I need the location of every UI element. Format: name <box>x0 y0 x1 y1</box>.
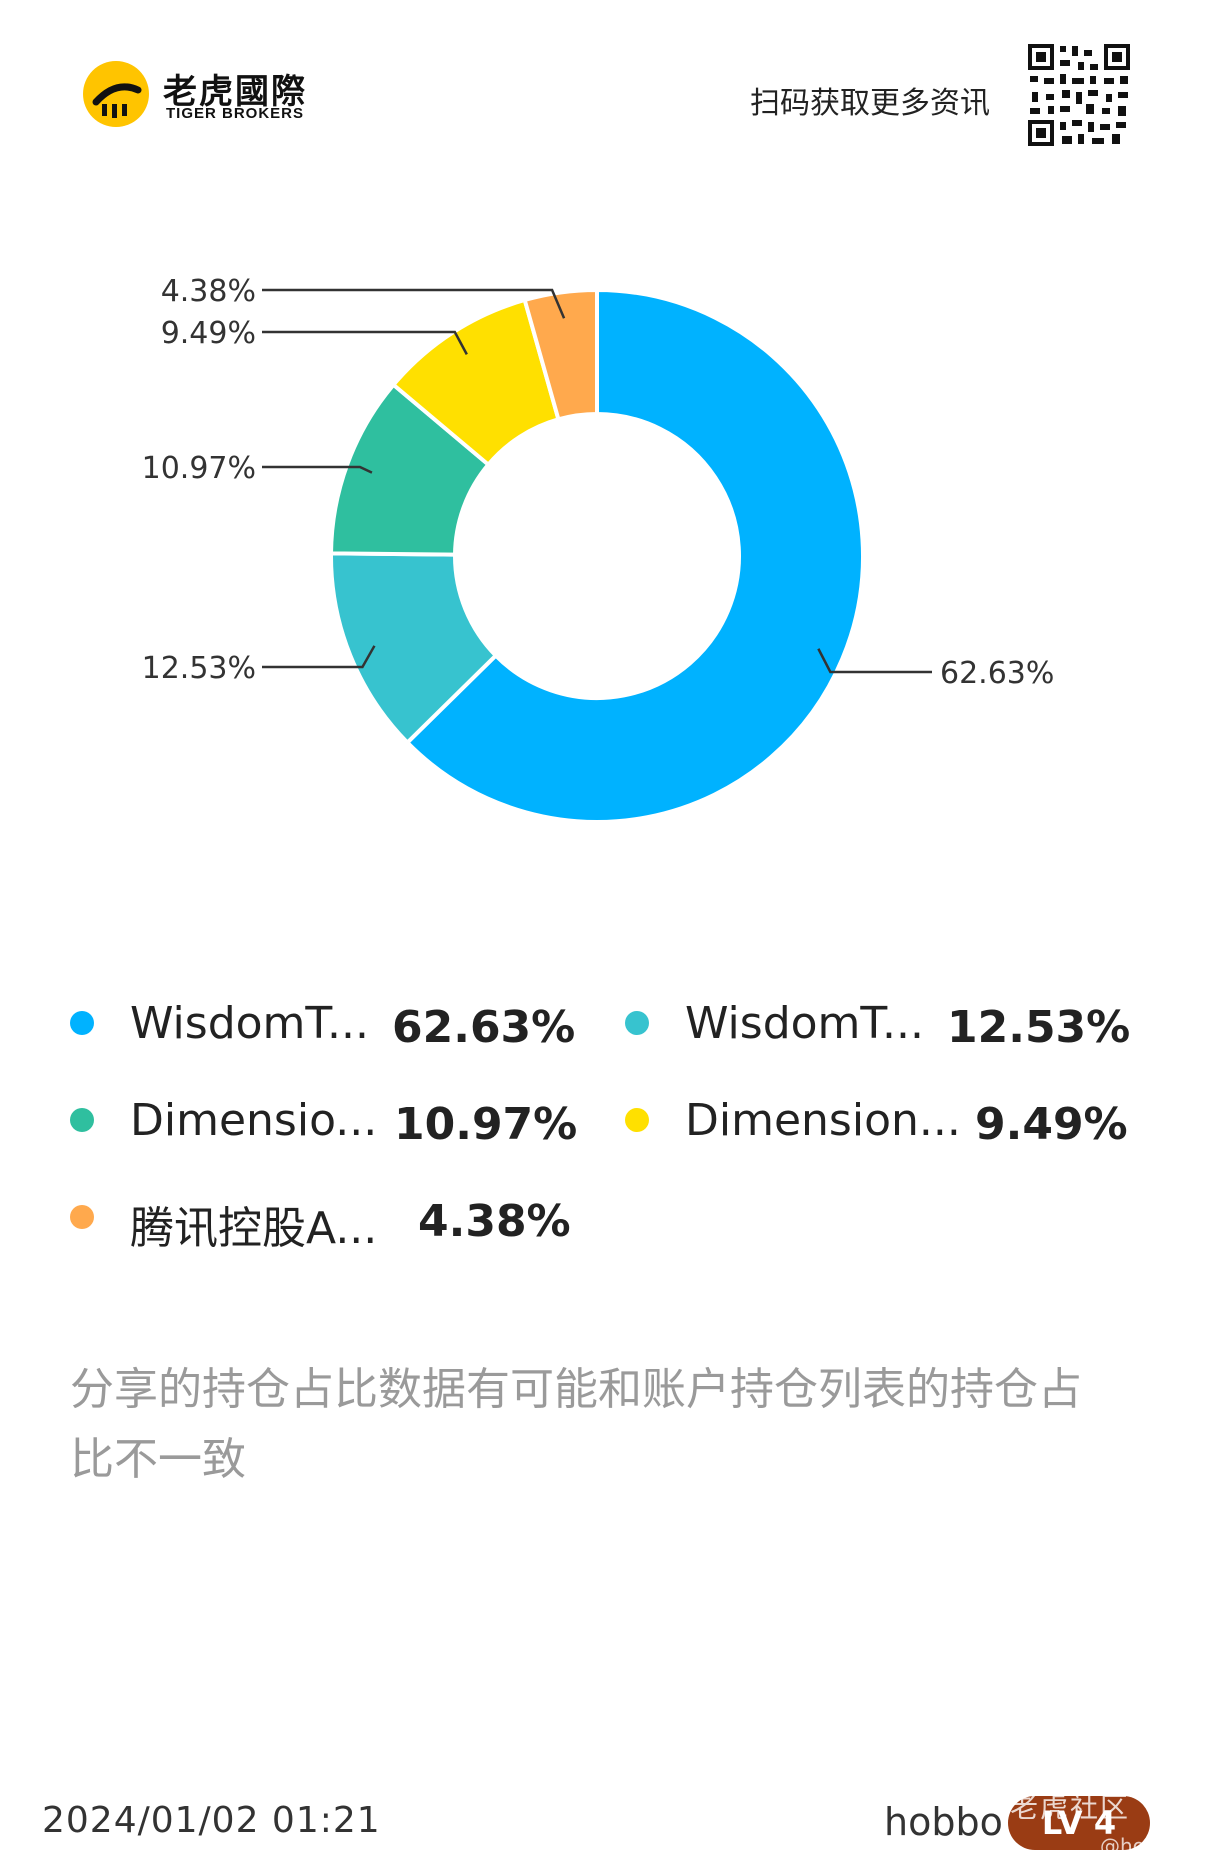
community-watermark: 老虎社区 <box>1010 1791 1131 1824</box>
slice-label: 10.97% <box>142 451 256 486</box>
slice-label: 4.38% <box>161 274 256 309</box>
legend-item: 腾讯控股A... 4.38% <box>70 1184 590 1254</box>
leader-line <box>262 645 376 669</box>
donut-slice <box>404 287 865 824</box>
legend-name: Dimension... <box>685 1095 961 1146</box>
legend-name: WisdomT... <box>685 998 925 1049</box>
brand-name-cn: 老虎國際 <box>163 72 307 112</box>
legend-item: Dimensio... 10.97% <box>70 1087 590 1150</box>
leader-line <box>262 288 566 319</box>
disclaimer-text: 分享的持仓占比数据有可能和账户持仓列表的持仓占比不一致 <box>70 1364 1082 1485</box>
leader-line <box>262 330 468 355</box>
holdings-donut-chart: 62.63% 12.53% 10.97% 9.49% 4.38% <box>0 230 1208 870</box>
slice-label: 9.49% <box>161 316 256 351</box>
scan-prompt: 扫码获取更多资讯 <box>750 86 990 121</box>
donut-slice <box>522 287 599 422</box>
legend-value: 10.97% <box>394 1099 578 1150</box>
legend-name: Dimensio... <box>130 1095 378 1146</box>
legend-value: 9.49% <box>975 1099 1128 1150</box>
legend-dot <box>70 1205 94 1229</box>
legend-dot <box>70 1011 94 1035</box>
level-badge: LV 4 <box>1008 1796 1150 1850</box>
share-datetime: 2024/01/02 01:21 <box>42 1800 381 1841</box>
donut-chart-svg: 62.63% 12.53% 10.97% 9.49% 4.38% <box>142 274 1054 824</box>
username[interactable]: hobbo <box>884 1800 1003 1844</box>
legend-dot <box>625 1011 649 1035</box>
qr-code-icon[interactable] <box>1026 42 1132 148</box>
legend-name: WisdomT... <box>130 998 370 1049</box>
slice-label: 12.53% <box>142 651 256 686</box>
header: 老虎國際 TIGER BROKERS 扫码获取更多资讯 <box>0 0 1208 150</box>
watermark-username: @hobbo <box>1100 1834 1183 1858</box>
legend-dot <box>625 1108 649 1132</box>
legend-item: WisdomT... 12.53% <box>625 990 1145 1053</box>
legend-dot <box>70 1108 94 1132</box>
legend-name: 腾讯控股A... <box>130 1203 378 1254</box>
legend-value: 4.38% <box>418 1196 571 1247</box>
legend-value: 62.63% <box>392 1002 576 1053</box>
leader-line <box>262 465 373 474</box>
tiger-logo-icon <box>83 61 149 127</box>
legend-value: 12.53% <box>947 1002 1131 1053</box>
legend-item: Dimension... 9.49% <box>625 1087 1145 1150</box>
legend-item: WisdomT... 62.63% <box>70 990 590 1053</box>
chart-legend: WisdomT... 62.63% WisdomT... 12.53% Dime… <box>0 990 1208 1290</box>
slice-label: 62.63% <box>940 656 1054 691</box>
leader-line <box>817 648 932 674</box>
brand-name-en: TIGER BROKERS <box>166 105 305 122</box>
